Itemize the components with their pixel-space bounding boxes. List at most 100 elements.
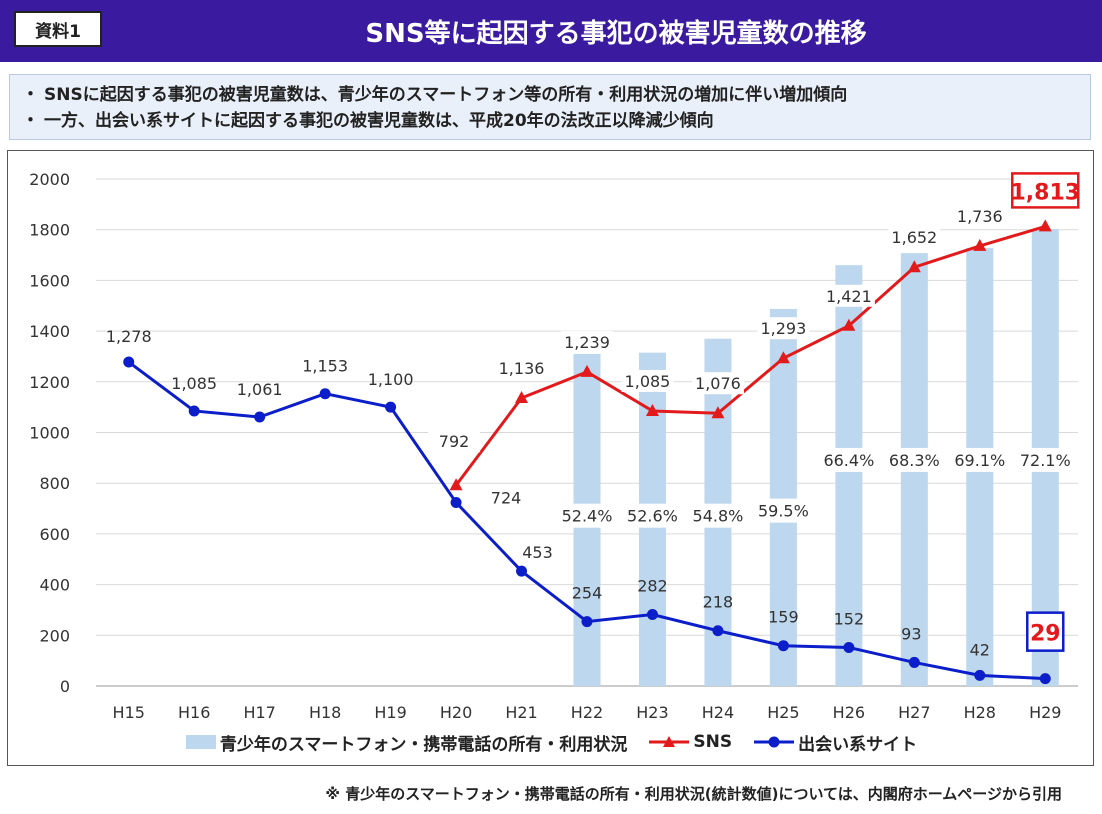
deai-value-label: 218 bbox=[703, 593, 734, 612]
x-tick-label: H26 bbox=[833, 703, 865, 722]
sns-label-background bbox=[822, 284, 875, 307]
bar-percent-label: 52.6% bbox=[627, 507, 678, 526]
x-tick-label: H22 bbox=[571, 703, 603, 722]
deai-value-label: 453 bbox=[522, 543, 553, 562]
x-tick-label: H16 bbox=[178, 703, 210, 722]
y-tick-label: 2000 bbox=[29, 170, 70, 189]
deai-point bbox=[1039, 673, 1051, 685]
x-tick-label: H23 bbox=[636, 703, 668, 722]
bar-label-background bbox=[753, 498, 814, 523]
bar-label-background bbox=[884, 447, 945, 472]
bar-label-background bbox=[818, 447, 879, 472]
deai-point bbox=[712, 625, 724, 637]
sns-point bbox=[580, 364, 594, 377]
deai-value-label: 282 bbox=[637, 577, 668, 596]
triangle-line-icon bbox=[649, 736, 690, 747]
footnote: ※ 青少年のスマートフォン・携帯電話の所有・利用状況(統計数値)については、内閣… bbox=[325, 785, 1062, 803]
bar-label-background bbox=[557, 503, 617, 528]
deai-value-label: 1,061 bbox=[237, 380, 283, 399]
deai-point bbox=[777, 640, 789, 652]
legend-label: SNS bbox=[693, 732, 733, 752]
deai-point bbox=[908, 656, 920, 668]
legend-item-sns: SNS bbox=[649, 732, 732, 752]
chart-legend: 青少年のスマートフォン・携帯電話の所有・利用状況 SNS 出会い系サイト bbox=[8, 729, 1095, 755]
y-tick-label: 800 bbox=[39, 474, 70, 493]
bar-percent-label: 54.8% bbox=[693, 507, 744, 526]
sns-value-label: 1,239 bbox=[564, 333, 610, 352]
legend-item-ownership: 青少年のスマートフォン・携帯電話の所有・利用状況 bbox=[185, 730, 628, 755]
sns-label-background bbox=[621, 369, 674, 392]
deai-point bbox=[516, 565, 528, 577]
deai-point bbox=[974, 669, 986, 681]
deai-value-label: 152 bbox=[834, 609, 865, 628]
x-tick-label: H20 bbox=[440, 703, 472, 722]
sns-value-label: 792 bbox=[439, 432, 470, 451]
y-tick-label: 1200 bbox=[29, 373, 70, 392]
sns-label-background bbox=[561, 330, 613, 353]
x-tick-label: H28 bbox=[964, 703, 996, 722]
deai-value-label: 1,085 bbox=[171, 374, 217, 393]
deai-value-label: 1,153 bbox=[302, 357, 348, 376]
summary-text: 一方、出会い系サイトに起因する事犯の被害児童数は、平成20年の法改正以降減少傾向 bbox=[44, 111, 714, 131]
sns-point bbox=[515, 391, 529, 404]
bar-percent-label: 66.4% bbox=[823, 451, 874, 470]
deai-point bbox=[123, 356, 135, 368]
deai-final-value-label: 29 bbox=[1030, 622, 1061, 647]
summary-line: ・ SNSに起因する事犯の被害児童数は、青少年のスマートフォン等の所有・利用状況の… bbox=[22, 82, 1078, 108]
deai-value-label: 159 bbox=[768, 608, 799, 627]
summary-box: ・ SNSに起因する事犯の被害児童数は、青少年のスマートフォン等の所有・利用状況の… bbox=[9, 74, 1091, 140]
deai-point bbox=[450, 496, 462, 508]
bar-percent-label: 59.5% bbox=[758, 502, 809, 521]
y-tick-label: 0 bbox=[60, 677, 70, 696]
x-tick-label: H18 bbox=[309, 703, 341, 722]
sns-point bbox=[776, 351, 790, 364]
bar-label-background bbox=[687, 503, 748, 528]
sns-label-background bbox=[888, 226, 941, 249]
sns-point bbox=[1038, 219, 1052, 232]
deai-point bbox=[319, 388, 331, 400]
y-tick-label: 1600 bbox=[29, 271, 70, 290]
x-tick-label: H29 bbox=[1029, 703, 1061, 722]
header-bar: 資料1 SNS等に起因する事犯の被害児童数の推移 bbox=[0, 0, 1102, 62]
sns-series-line bbox=[454, 224, 1046, 487]
sns-value-label: 1,136 bbox=[499, 359, 545, 378]
sns-point bbox=[907, 260, 921, 273]
legend-item-deai: 出会い系サイト bbox=[754, 730, 917, 755]
x-tick-label: H27 bbox=[898, 703, 930, 722]
sns-point bbox=[645, 403, 659, 416]
deai-value-label: 1,278 bbox=[106, 327, 152, 346]
chart-frame: 0 200 400 600 800 1000 1200 1400 1600 1800 2000 H15… bbox=[7, 150, 1094, 766]
sns-label-background bbox=[953, 204, 1006, 227]
summary-text: SNSに起因する事犯の被害児童数は、青少年のスマートフォン等の所有・利用状況の増… bbox=[44, 85, 848, 105]
bar-label-background bbox=[1015, 447, 1076, 472]
ownership-bar bbox=[769, 308, 797, 686]
legend-label: 出会い系サイト bbox=[798, 734, 918, 755]
circle-line-icon bbox=[754, 736, 795, 748]
chart-canvas: 0 200 400 600 800 1000 1200 1400 1600 1800 2000 H15… bbox=[29, 170, 1080, 722]
x-tick-label: H19 bbox=[374, 703, 406, 722]
x-tick-label: H25 bbox=[767, 703, 799, 722]
legend-label: 青少年のスマートフォン・携帯電話の所有・利用状況 bbox=[219, 734, 628, 755]
sns-value-label: 1,293 bbox=[760, 319, 806, 338]
sns-label-background bbox=[691, 372, 744, 395]
bar-percent-label: 52.4% bbox=[562, 507, 613, 526]
bullet-marker: ・ bbox=[22, 85, 39, 105]
x-tick-label: H24 bbox=[702, 703, 734, 722]
sns-highlight-box bbox=[1011, 172, 1080, 209]
x-tick-label: H21 bbox=[505, 703, 537, 722]
sns-value-label: 1,085 bbox=[625, 372, 671, 391]
ownership-bar bbox=[835, 265, 863, 686]
deai-point bbox=[581, 616, 593, 628]
sns-value-label: 1,736 bbox=[957, 207, 1003, 226]
bullet-marker: ・ bbox=[22, 111, 39, 131]
sns-point bbox=[449, 478, 463, 491]
sns-final-value-label: 1,813 bbox=[1010, 180, 1080, 205]
deai-highlight-box bbox=[1026, 611, 1065, 652]
sns-value-label: 1,652 bbox=[891, 228, 937, 247]
bar-label-background bbox=[622, 503, 683, 528]
y-tick-label: 400 bbox=[39, 576, 70, 595]
deai-value-label: 254 bbox=[572, 584, 603, 603]
bar-percent-label: 68.3% bbox=[889, 451, 940, 470]
sns-point bbox=[842, 318, 856, 331]
sns-value-label: 1,076 bbox=[695, 374, 741, 393]
